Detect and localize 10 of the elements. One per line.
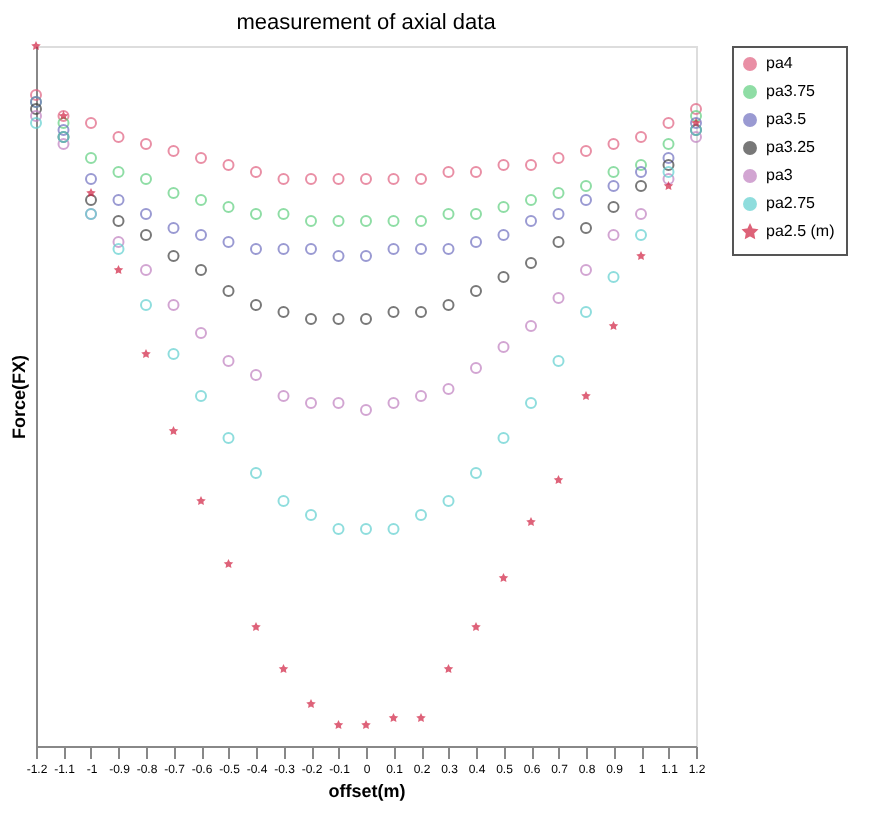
legend-label: pa3.25 [766, 138, 817, 156]
y-axis-title: Force(FX) [9, 354, 29, 440]
legend-label: pa3.5 [766, 110, 808, 128]
chart-title: measurement of axial data [236, 11, 498, 35]
legend-label: pa2.5 (m) [766, 222, 836, 240]
x-axis-title: offset(m) [328, 781, 406, 801]
legend-label: pa3.75 [766, 82, 817, 100]
legend-label: pa3 [766, 166, 794, 184]
legend-label: pa4 [766, 54, 794, 72]
legend-label: pa2.75 [766, 194, 817, 212]
